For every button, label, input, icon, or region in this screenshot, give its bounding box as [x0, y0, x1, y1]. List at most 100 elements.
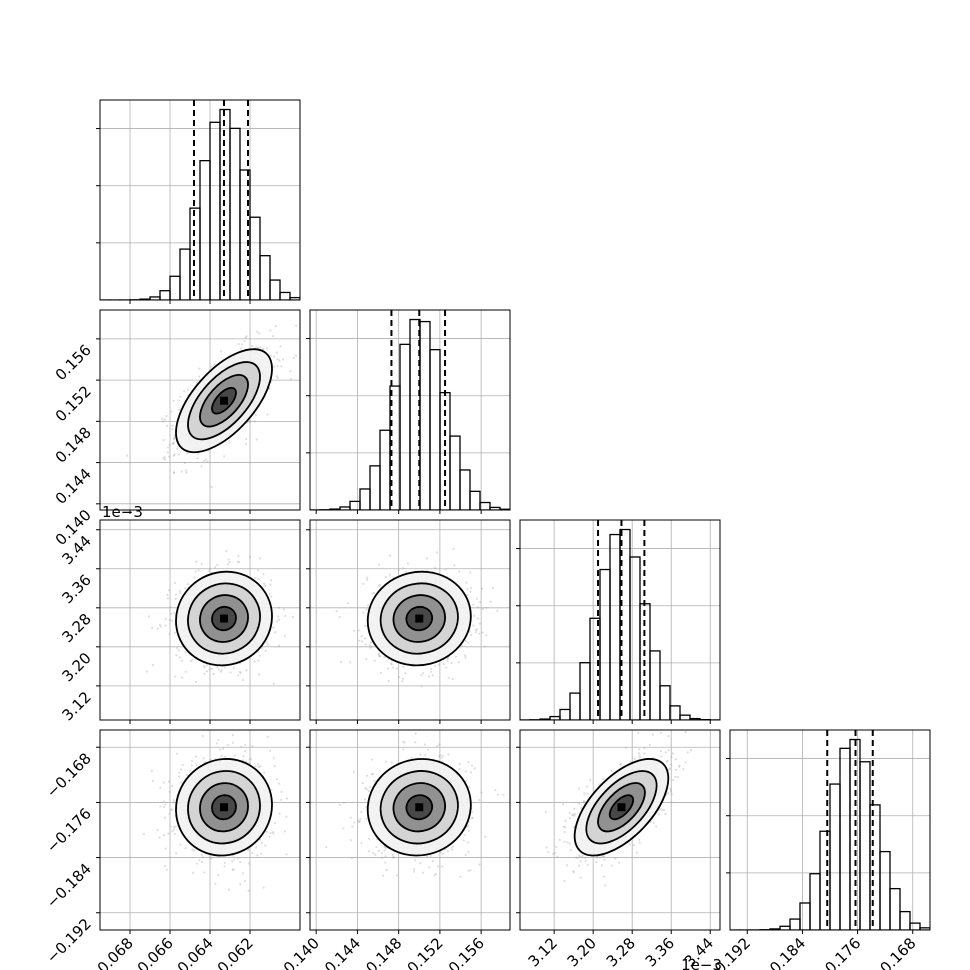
scatter-point [381, 856, 384, 859]
scatter-point [431, 860, 435, 863]
scatter-point [179, 781, 183, 784]
scatter-point [375, 845, 378, 849]
scatter-point [197, 569, 200, 572]
scatter-point [151, 663, 155, 667]
scatter-point [256, 763, 260, 766]
scatter-point [173, 453, 176, 456]
scatter-point [475, 629, 478, 632]
scatter-point [237, 554, 240, 558]
scatter-point [251, 851, 254, 854]
scatter-point [164, 624, 167, 627]
scatter-point [203, 459, 206, 463]
panel-2-0 [96, 519, 301, 724]
scatter-point [285, 797, 288, 800]
scatter-point [264, 584, 267, 587]
scatter-point [243, 879, 247, 883]
scatter-point [420, 674, 423, 677]
scatter-point [173, 631, 177, 634]
scatter-point [431, 674, 434, 677]
density-peak-3-1 [415, 803, 424, 812]
scatter-point [210, 667, 213, 671]
scatter-point [582, 800, 586, 803]
scatter-point [413, 859, 417, 862]
scatter-point [471, 816, 474, 819]
scatter-point [430, 668, 433, 671]
scatter-point [184, 670, 187, 673]
scatter-point [558, 838, 561, 841]
contour-2-1-2 [392, 594, 446, 643]
scatter-point [377, 563, 381, 566]
scatter-point [572, 871, 575, 874]
scatter-point [424, 753, 427, 757]
scatter-point [373, 779, 376, 783]
scatter-point [172, 828, 176, 831]
scatter-point [200, 465, 203, 468]
panel-frame-3-1 [309, 729, 511, 931]
scatter-point [150, 769, 153, 773]
scatter-point [478, 632, 481, 635]
density-peak-1-0 [220, 396, 228, 405]
contour-3-1-0 [366, 758, 472, 857]
scatter-point [281, 358, 285, 361]
scatter-point [145, 670, 148, 673]
scatter-point [239, 671, 242, 675]
scatter-point [638, 748, 641, 751]
scatter-point [166, 593, 169, 596]
scatter-point [228, 560, 231, 564]
scatter-point [164, 847, 167, 850]
scatter-point [451, 677, 454, 680]
scatter-point [453, 564, 456, 567]
histogram-bin-2-14 [659, 685, 671, 720]
scatter-point [468, 785, 471, 788]
scatter-point [190, 764, 193, 767]
scatter-point [365, 657, 368, 661]
scatter-point [260, 852, 263, 855]
density-peak-2-1 [415, 614, 424, 623]
scatter-point [247, 862, 250, 865]
scatter-point [163, 456, 166, 459]
scatter-point [186, 582, 189, 586]
scatter-point [362, 611, 365, 614]
scatter-point [282, 608, 286, 611]
scatter-point [238, 670, 241, 673]
scatter-point [385, 868, 388, 872]
scatter-point [670, 789, 673, 792]
scatter-point [276, 376, 280, 379]
scatter-point [452, 547, 455, 550]
contour-1-0-3 [211, 386, 237, 415]
scatter-point [392, 855, 395, 858]
scatter-point [285, 815, 288, 818]
scatter-point [208, 668, 211, 671]
scatter-point [403, 741, 406, 744]
histogram-bin-0-15 [249, 216, 261, 300]
scatter-point [478, 798, 481, 802]
histogram-bin-0-6 [159, 290, 171, 300]
scatter-point [381, 874, 384, 877]
scatter-point [266, 643, 270, 646]
scatter-point [243, 340, 246, 343]
scatter-point [395, 667, 398, 670]
scatter-point [467, 850, 470, 853]
scatter-point [205, 664, 208, 667]
scatter-point [184, 651, 187, 654]
scatter-point [352, 770, 356, 773]
scatter-point [470, 764, 474, 767]
scatter-point [214, 882, 217, 885]
scatter-point [272, 682, 275, 685]
scatter-point [251, 744, 254, 748]
scatter-point [253, 576, 257, 580]
scatter-point [156, 829, 159, 832]
scatter-point [186, 452, 189, 455]
scatter-point [151, 779, 155, 782]
scatter-point [179, 395, 182, 398]
scatter-point [216, 563, 219, 567]
scatter-point [173, 832, 176, 836]
scatter-point [202, 664, 205, 668]
scatter-point [671, 752, 674, 755]
contour-3-1-3 [405, 794, 434, 821]
scatter-point [373, 591, 376, 595]
scatter-point [174, 675, 177, 678]
scatter-point [236, 857, 240, 860]
scatter-point [402, 748, 405, 751]
